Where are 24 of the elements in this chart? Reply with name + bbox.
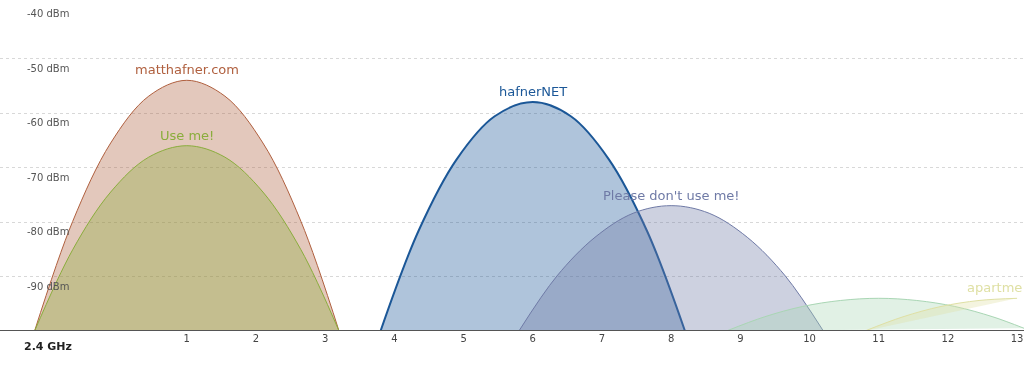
- y-tick-label: -70 dBm: [27, 172, 70, 183]
- x-tick-label: 5: [460, 333, 467, 344]
- series-label: matthafner.com: [135, 62, 239, 77]
- y-tick-label: -60 dBm: [27, 117, 70, 128]
- x-tick-label: 7: [598, 333, 606, 344]
- y-tick-label: -50 dBm: [27, 63, 70, 74]
- x-tick-label: 3: [322, 333, 329, 344]
- x-tick-label: 10: [803, 333, 816, 344]
- x-tick-label: 1: [183, 333, 190, 344]
- series-label: apartme: [967, 280, 1023, 295]
- y-tick-label: -80 dBm: [27, 226, 70, 237]
- x-tick-label: 12: [941, 333, 955, 344]
- x-tick-label: 2: [252, 333, 260, 344]
- series-label: hafnerNET: [499, 84, 568, 99]
- x-tick-label: 13: [1010, 333, 1024, 344]
- x-tick-label: 8: [667, 333, 675, 344]
- x-tick-label: 11: [872, 333, 886, 344]
- x-tick-label: 4: [391, 333, 398, 344]
- y-tick-label: -90 dBm: [27, 281, 70, 292]
- x-axis-title: 2.4 GHz: [24, 340, 72, 353]
- series-label: Use me!: [160, 128, 215, 143]
- x-tick-label: 9: [737, 333, 744, 344]
- x-tick-label: 6: [529, 333, 536, 344]
- y-tick-label: -40 dBm: [27, 8, 70, 19]
